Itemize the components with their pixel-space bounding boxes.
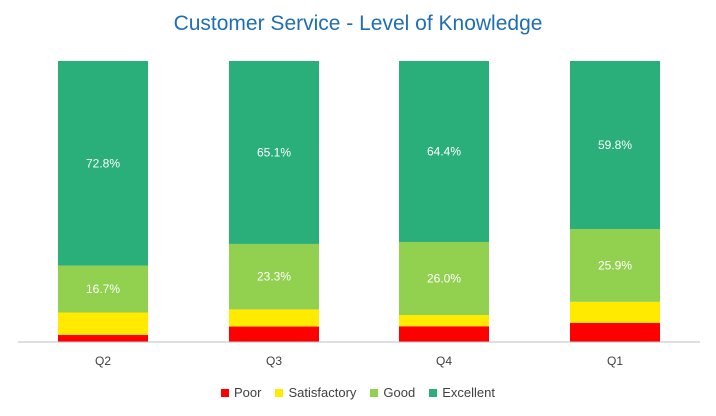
data-label-good-q4: 26.0%: [427, 271, 461, 285]
legend-label-poor: Poor: [234, 385, 262, 400]
bar-satisfactory-q2: [58, 312, 148, 335]
bar-excellent-q2: [58, 61, 148, 266]
legend-swatch-good: [370, 388, 379, 397]
bars-layer: [58, 61, 660, 342]
bar-poor-q4: [399, 326, 489, 342]
bar-excellent-q1: [570, 61, 660, 230]
bar-poor-q1: [570, 322, 660, 342]
legend-label-good: Good: [383, 385, 416, 400]
legend-item-satisfactory: Satisfactory: [275, 385, 356, 400]
legend-label-excellent: Excellent: [442, 385, 495, 400]
data-label-excellent-q3: 65.1%: [257, 145, 291, 159]
legend-swatch-satisfactory: [275, 388, 284, 397]
legend: Poor Satisfactory Good Excellent: [0, 385, 716, 400]
bar-excellent-q4: [399, 61, 489, 242]
bar-satisfactory-q4: [399, 315, 489, 327]
bar-good-q4: [399, 241, 489, 316]
bar-good-q3: [229, 243, 319, 310]
data-label-good-q2: 16.7%: [86, 282, 120, 296]
legend-swatch-poor: [221, 388, 230, 397]
labels-layer: 16.7% 72.8% 23.3% 65.1% 26.0% 64.4% 25.9% 59.8%: [86, 138, 632, 296]
legend-swatch-excellent: [429, 388, 438, 397]
x-tick-label-q3: Q3: [266, 354, 282, 368]
data-label-excellent-q4: 64.4%: [427, 144, 461, 158]
x-tick-label-q4: Q4: [436, 354, 452, 368]
legend-item-poor: Poor: [221, 385, 261, 400]
bar-poor-q2: [58, 334, 148, 342]
data-label-excellent-q2: 72.8%: [86, 156, 120, 170]
data-label-excellent-q1: 59.8%: [598, 138, 632, 152]
x-tick-label-q1: Q1: [607, 354, 623, 368]
data-label-good-q1: 25.9%: [598, 258, 632, 272]
data-label-good-q3: 23.3%: [257, 270, 291, 284]
bar-good-q1: [570, 229, 660, 302]
bar-excellent-q3: [229, 61, 319, 244]
legend-label-satisfactory: Satisfactory: [288, 385, 357, 400]
bar-good-q2: [58, 265, 148, 313]
chart-title: Customer Service - Level of Knowledge: [173, 12, 543, 35]
bar-satisfactory-q3: [229, 309, 319, 327]
x-tick-label-q2: Q2: [95, 354, 111, 368]
bar-satisfactory-q1: [570, 301, 660, 323]
legend-item-good: Good: [370, 385, 415, 400]
legend-item-excellent: Excellent: [429, 385, 495, 400]
x-tick-labels: Q2 Q3 Q4 Q1: [95, 354, 623, 368]
bar-poor-q3: [229, 326, 319, 342]
